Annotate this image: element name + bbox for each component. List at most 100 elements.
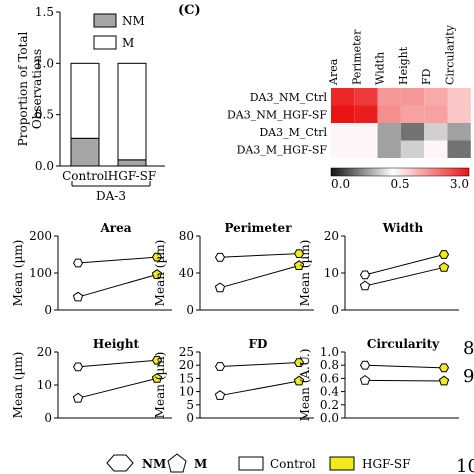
line-y-axis-label: Mean (µm)	[153, 352, 167, 419]
heatmap-cell	[447, 140, 471, 158]
bar-legend-label: M	[122, 36, 134, 50]
heatmap-row-label: DA3_M_Ctrl	[259, 126, 327, 139]
series-line-m	[219, 265, 300, 289]
line-panel-perimeter: Perimeter 0 40 80 Mean (µm)	[153, 221, 314, 317]
heatmap-cell	[331, 140, 355, 158]
stacked-bar-chart: 0.0 0.5 1.0 1.5 Proportion of TotalObservati…	[16, 5, 165, 203]
bar-y-tick-label: 1.5	[35, 5, 54, 19]
nm-point-control	[214, 252, 226, 262]
bar-segment-m	[117, 62, 147, 161]
nm-point-control	[359, 270, 371, 280]
line-y-tick-label: 20	[324, 229, 339, 243]
nm-point-hgf	[293, 249, 305, 258]
line-y-tick-label: 0.0	[320, 411, 339, 425]
bar-segment-nm	[117, 159, 147, 167]
m-point-control	[72, 392, 84, 403]
legend-hgf-swatch	[329, 456, 355, 471]
line-panel-title: Perimeter	[224, 221, 292, 235]
nm-point-hgf	[151, 252, 163, 262]
line-panel-title: Width	[382, 221, 424, 235]
bar-y-axis-label-line2: Observations	[30, 49, 44, 129]
heatmap-cell	[377, 88, 401, 106]
nm-point-control	[214, 362, 226, 371]
line-y-tick-label: 0.4	[320, 385, 339, 399]
line-y-tick-label: 40	[179, 266, 194, 280]
nm-point-control	[359, 360, 371, 370]
series-line-m	[219, 380, 300, 397]
m-point-hgf	[293, 260, 305, 270]
series-line-nm	[77, 359, 158, 368]
bar-legend-label: NM	[122, 14, 145, 28]
bar-category-label: HGF-SF	[108, 169, 156, 183]
heatmap-cell	[424, 105, 448, 123]
line-y-tick-label: 0	[44, 411, 52, 425]
series-line-m	[364, 266, 445, 287]
heatmap-cell	[331, 88, 355, 106]
nm-point-hgf	[293, 358, 305, 367]
bar-segment-nm	[70, 137, 100, 167]
line-panel-title: Area	[99, 221, 131, 235]
m-point-control	[359, 280, 371, 291]
colorbar-tick-label: 3.0	[450, 177, 469, 191]
legend-control-swatch	[238, 456, 264, 471]
edge-fragment-1: 8	[463, 338, 474, 359]
panel-label: (C)	[178, 3, 201, 18]
line-y-axis-label: Mean (µm)	[298, 240, 312, 307]
series-line-nm	[219, 362, 300, 368]
line-panel-title: FD	[249, 337, 268, 351]
heatmap-cell	[400, 105, 425, 123]
line-y-tick-label: 0	[331, 303, 339, 317]
legend-hgf-label: HGF-SF	[362, 457, 410, 471]
nm-point-control	[72, 258, 84, 268]
heatmap-cell	[331, 105, 355, 123]
colorbar-tick-label: 0.0	[331, 177, 350, 191]
heatmap-column-label: Area	[327, 58, 340, 86]
line-panel-circularity: Circularity 0.00.20.40.60.81.0 Mean (A.U.)	[298, 337, 459, 425]
heatmap-cell	[354, 123, 378, 141]
heatmap-cell	[377, 140, 401, 158]
line-y-tick-label: 200	[29, 229, 52, 243]
bar-legend-swatch	[93, 35, 117, 50]
hexagon-marker-icon	[106, 454, 134, 472]
legend-m-label: M	[194, 457, 207, 471]
heatmap-cell	[354, 88, 378, 106]
bar-y-axis-label: Proportion of TotalObservations	[16, 31, 44, 146]
bar-y-tick-label: 0.0	[35, 159, 54, 173]
series-line-m	[77, 377, 158, 399]
line-y-tick-label: 0	[186, 411, 194, 425]
bar-segment-m	[70, 62, 100, 139]
line-y-tick-label: 10	[37, 378, 52, 392]
heatmap-cell	[400, 123, 425, 141]
heatmap-column-label: Height	[397, 46, 410, 85]
series-line-nm	[219, 253, 300, 258]
heatmap-cell	[377, 105, 401, 123]
line-y-tick-label: 0	[186, 303, 194, 317]
heatmap-column-label: Width	[374, 52, 387, 85]
line-y-tick-label: 20	[179, 358, 194, 372]
legend-control-label: Control	[270, 457, 316, 471]
m-point-control	[72, 291, 84, 302]
line-y-tick-label: 0	[44, 303, 52, 317]
line-panel-title: Height	[93, 337, 140, 351]
heatmap-column-label: Perimeter	[350, 29, 363, 85]
line-y-tick-label: 15	[179, 371, 194, 385]
series-line-m	[77, 273, 158, 298]
series-line-nm	[364, 364, 445, 369]
line-y-axis-label: Mean (µm)	[11, 240, 25, 307]
m-point-hgf	[438, 261, 450, 272]
series-line-nm	[77, 256, 158, 264]
heatmap-cell	[424, 140, 448, 158]
heatmap-cell	[424, 88, 448, 106]
pentagon-marker-icon	[167, 453, 187, 473]
bar-legend-swatch	[93, 13, 117, 28]
nm-point-control	[72, 362, 84, 372]
heatmap-cell	[354, 140, 378, 158]
m-point-hgf	[438, 375, 450, 386]
line-y-tick-label: 0.8	[320, 358, 339, 372]
line-y-axis-label: Mean (A.U.)	[298, 349, 312, 422]
nm-point-hgf	[438, 250, 450, 259]
m-point-control	[214, 282, 226, 293]
heatmap-cell	[424, 123, 448, 141]
